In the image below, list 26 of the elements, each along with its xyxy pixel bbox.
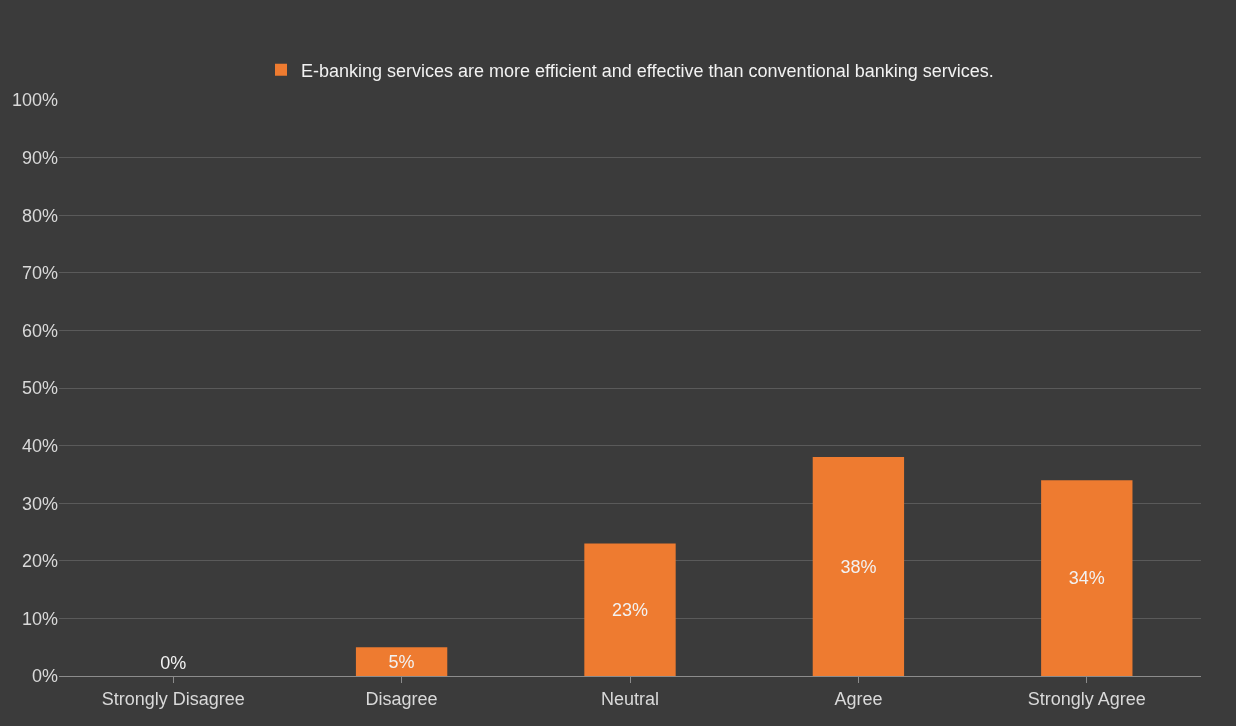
y-tick-label: 70% <box>21 263 58 284</box>
bar <box>1041 480 1133 676</box>
y-tick-label: 100% <box>11 90 58 111</box>
data-label: 38% <box>840 556 877 577</box>
data-label: 34% <box>1068 568 1105 589</box>
data-label: 0% <box>160 653 187 673</box>
x-tick-label: Neutral <box>600 688 660 709</box>
x-tick-label: Disagree <box>365 688 438 709</box>
x-tick-label: Agree <box>834 688 883 709</box>
bar <box>355 647 448 676</box>
y-tick-label: 30% <box>21 493 58 514</box>
y-tick-label: 20% <box>21 551 58 572</box>
y-tick-label: 0% <box>31 666 58 687</box>
y-tick-label: 10% <box>21 608 58 629</box>
data-label: 5% <box>388 651 415 672</box>
bar <box>584 543 676 676</box>
y-tick-label: 90% <box>21 147 58 168</box>
x-tick-label: Strongly Disagree <box>101 688 245 709</box>
legend-label: E-banking services are more efficient and effective than conventional banking services. <box>301 60 994 81</box>
y-tick-label: 40% <box>21 435 58 456</box>
x-tick-label: Strongly Agree <box>1027 688 1146 709</box>
bar <box>812 457 905 676</box>
y-tick-label: 50% <box>21 378 58 399</box>
y-tick-label: 80% <box>21 205 58 226</box>
data-label: 23% <box>611 599 649 620</box>
y-tick-label: 60% <box>21 320 58 341</box>
